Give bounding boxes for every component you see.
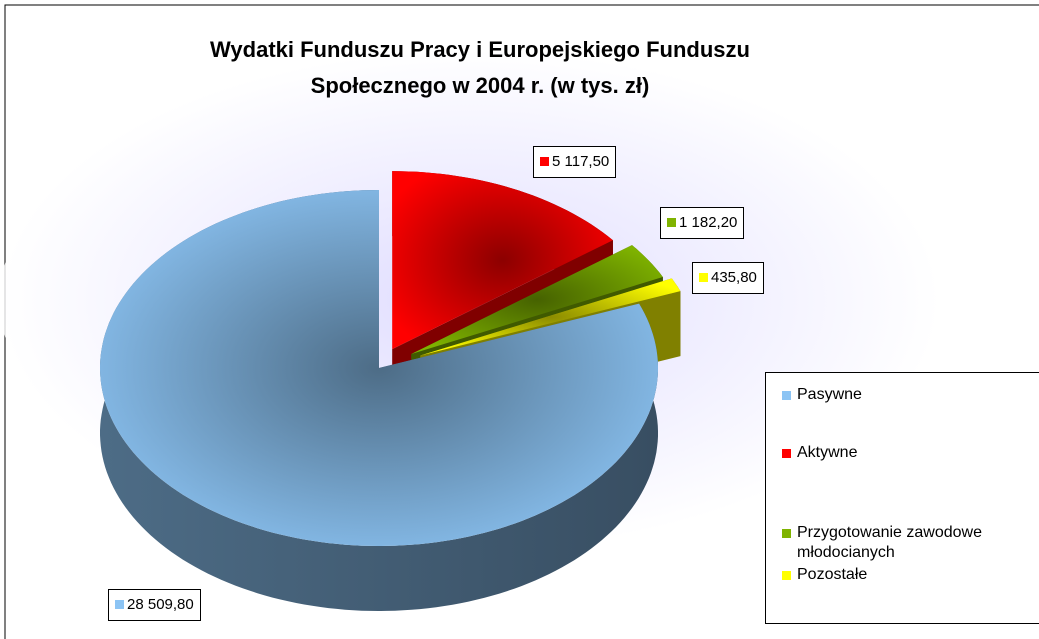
chart-title: Wydatki Funduszu Pracy i Europejskiego F…	[210, 37, 750, 98]
legend-label: Pozostałe	[797, 566, 868, 583]
legend-swatch	[782, 391, 791, 400]
legend-swatch	[782, 571, 791, 580]
value-label-swatch	[667, 218, 676, 227]
value-label-swatch	[115, 600, 124, 609]
legend-entry: Pasywne	[782, 385, 1039, 405]
value-label-text: 1 182,20	[679, 214, 738, 231]
legend-label: Pasywne	[797, 386, 862, 403]
legend-label: Aktywne	[797, 444, 858, 461]
legend-swatch	[782, 449, 791, 458]
legend-swatch	[782, 529, 791, 538]
value-label: 5 117,50	[533, 146, 617, 178]
value-label: 435,80	[692, 262, 764, 294]
legend: Pasywne Aktywne Przygotowanie zawodowe mło…	[765, 372, 1039, 624]
slice	[392, 171, 613, 350]
slice	[100, 190, 658, 546]
value-label-swatch	[699, 273, 708, 282]
value-label-swatch	[540, 157, 549, 166]
legend-entry: Przygotowanie zawodowe młodocianych	[782, 523, 1039, 563]
slice	[420, 278, 681, 356]
legend-label: Przygotowanie zawodowe młodocianych	[797, 524, 982, 561]
value-label-text: 5 117,50	[552, 153, 610, 170]
legend-entry: Aktywne	[782, 443, 1039, 463]
value-label-text: 28 509,80	[127, 596, 194, 613]
legend-entry: Pozostałe	[782, 565, 1039, 585]
slice	[411, 245, 663, 354]
value-label: 1 182,20	[660, 207, 745, 239]
value-label: 28 509,80	[108, 589, 201, 621]
value-label-text: 435,80	[711, 269, 757, 286]
